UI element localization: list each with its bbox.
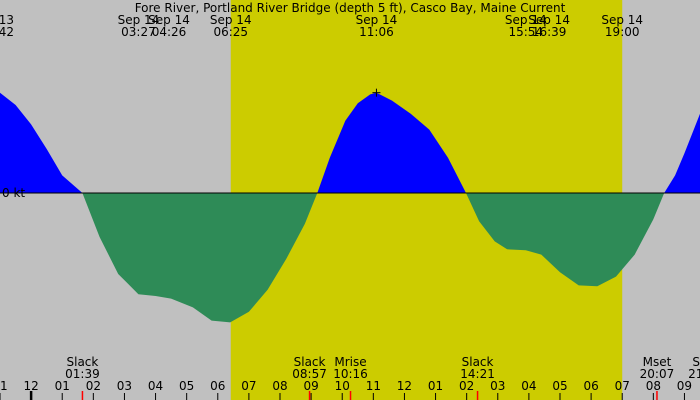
top-label-date: Sep 14 xyxy=(210,13,252,27)
hour-tick-label: 07 xyxy=(615,379,630,393)
hour-tick-label: 02 xyxy=(459,379,474,393)
top-label-time: 11:06 xyxy=(359,25,394,39)
event-name: Slack xyxy=(462,355,494,369)
hour-tick-label: 06 xyxy=(210,379,225,393)
hour-tick-label: 08 xyxy=(646,379,661,393)
flood-current-area xyxy=(0,92,700,193)
hour-tick-label: 11 xyxy=(366,379,381,393)
hour-tick-label: 04 xyxy=(521,379,536,393)
top-label-date: Sep 14 xyxy=(505,13,547,27)
top-label-time: 16:39 xyxy=(532,25,567,39)
top-label-date: Sep 14 xyxy=(118,13,160,27)
zero-kt-label: 0 kt xyxy=(2,186,25,200)
hour-tick-label: 01 xyxy=(55,379,70,393)
hour-tick-label: 08 xyxy=(272,379,287,393)
top-label-date: Sep 14 xyxy=(148,13,190,27)
event-time: 01:39 xyxy=(65,367,100,381)
hour-tick-label: 01 xyxy=(428,379,443,393)
chart-title: Fore River, Portland River Bridge (depth… xyxy=(135,1,566,15)
hour-tick-label: 09 xyxy=(677,379,692,393)
top-label-date: 13 xyxy=(0,13,14,27)
hour-tick-label: 10 xyxy=(335,379,350,393)
hour-tick-label: 05 xyxy=(179,379,194,393)
top-label-time: 15:54 xyxy=(508,25,543,39)
event-name: Slack xyxy=(294,355,326,369)
event-time: 20:07 xyxy=(640,367,675,381)
hour-tick-label: 09 xyxy=(303,379,318,393)
top-label-time: 03:27 xyxy=(121,25,156,39)
hour-tick-label: 03 xyxy=(490,379,505,393)
event-labels: Slack01:39Slack08:57Mrise10:16Slack14:21… xyxy=(65,355,700,381)
top-label-time: 06:25 xyxy=(213,25,248,39)
top-label-time: 19:00 xyxy=(605,25,640,39)
ebb-current-area xyxy=(0,193,700,323)
event-time: 21:3 xyxy=(688,367,700,381)
top-label-time: 04:26 xyxy=(152,25,187,39)
hour-tick-label: 11 xyxy=(0,379,8,393)
event-time: 10:16 xyxy=(333,367,368,381)
hour-tick-label: 06 xyxy=(583,379,598,393)
event-name: Slack xyxy=(67,355,99,369)
event-name: Mrise xyxy=(334,355,366,369)
hour-tick-label: 12 xyxy=(23,379,38,393)
hour-axis: 11 12 01 02 03 04 05 06 07 08 09 10 11 12 01 02 03 04 05 06… xyxy=(0,379,692,400)
hour-tick-label: 02 xyxy=(86,379,101,393)
event-time: 14:21 xyxy=(460,367,495,381)
event-time: 08:57 xyxy=(292,367,327,381)
top-label-date: Sep 14 xyxy=(601,13,643,27)
top-label-time: 42 xyxy=(0,25,14,39)
hour-tick-label: 03 xyxy=(117,379,132,393)
hour-tick-label: 04 xyxy=(148,379,163,393)
max-flood-marker xyxy=(372,88,381,97)
event-name: Mset xyxy=(643,355,672,369)
top-label-date: Sep 14 xyxy=(356,13,398,27)
hour-tick-label: 05 xyxy=(552,379,567,393)
event-name: Sla xyxy=(692,355,700,369)
hour-tick-label: 07 xyxy=(241,379,256,393)
top-label-date: Sep 14 xyxy=(528,13,570,27)
hour-tick-label: 12 xyxy=(397,379,412,393)
